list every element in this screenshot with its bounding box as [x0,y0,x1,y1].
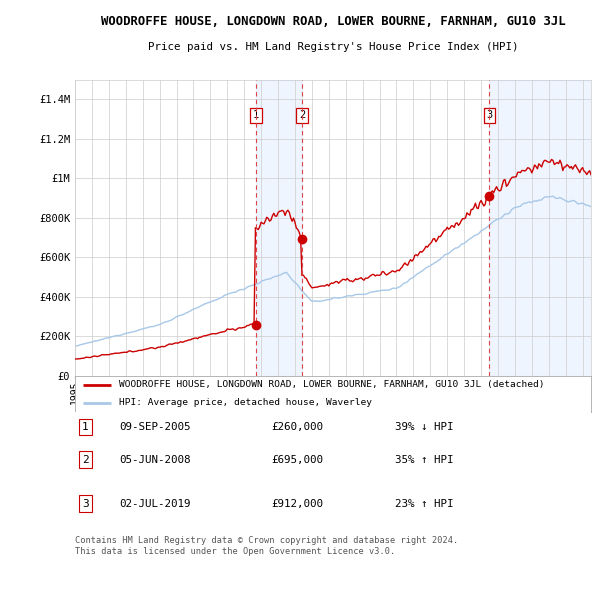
Text: HPI: Average price, detached house, Waverley: HPI: Average price, detached house, Wave… [119,398,372,407]
Text: WOODROFFE HOUSE, LONGDOWN ROAD, LOWER BOURNE, FARNHAM, GU10 3JL: WOODROFFE HOUSE, LONGDOWN ROAD, LOWER BO… [101,15,565,28]
Text: 1: 1 [82,422,89,432]
Text: 2: 2 [82,454,89,464]
Text: £912,000: £912,000 [271,499,323,509]
Text: 39% ↓ HPI: 39% ↓ HPI [395,422,454,432]
Text: WOODROFFE HOUSE, LONGDOWN ROAD, LOWER BOURNE, FARNHAM, GU10 3JL (detached): WOODROFFE HOUSE, LONGDOWN ROAD, LOWER BO… [119,381,544,389]
Text: 05-JUN-2008: 05-JUN-2008 [119,454,190,464]
Text: 09-SEP-2005: 09-SEP-2005 [119,422,190,432]
Text: Price paid vs. HM Land Registry's House Price Index (HPI): Price paid vs. HM Land Registry's House … [148,42,518,53]
Bar [256,80,302,376]
Text: 3: 3 [82,499,89,509]
Text: 23% ↑ HPI: 23% ↑ HPI [395,499,454,509]
Text: 3: 3 [487,110,493,120]
Text: 35% ↑ HPI: 35% ↑ HPI [395,454,454,464]
Text: Contains HM Land Registry data © Crown copyright and database right 2024.
This d: Contains HM Land Registry data © Crown c… [75,536,458,556]
Text: 2: 2 [299,110,305,120]
Text: 1: 1 [253,110,259,120]
Text: £260,000: £260,000 [271,422,323,432]
Text: £695,000: £695,000 [271,454,323,464]
Text: 02-JUL-2019: 02-JUL-2019 [119,499,190,509]
Bar [490,80,591,376]
